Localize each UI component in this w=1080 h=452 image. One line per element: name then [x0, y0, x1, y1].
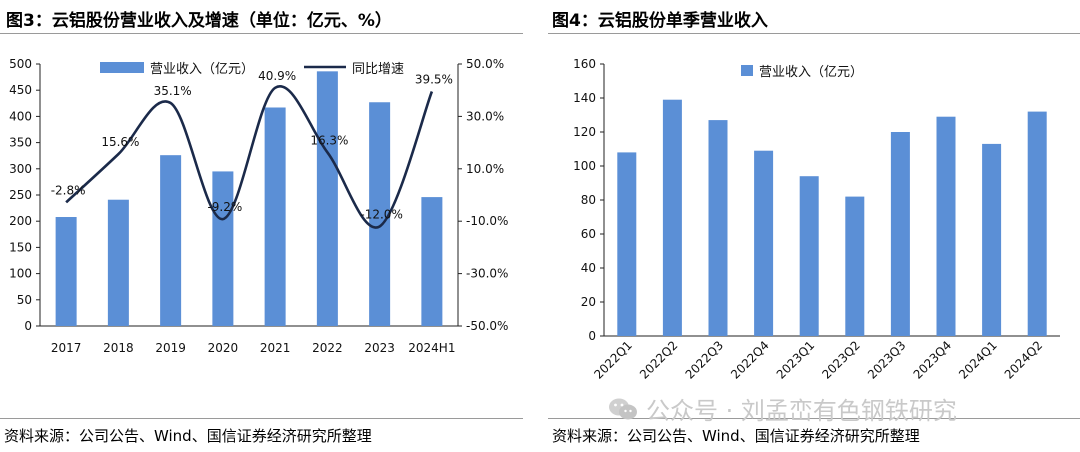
growth-data-label: 16.3%	[310, 133, 348, 147]
right-chart-title: 图4：云铝股份单季营业收入	[552, 11, 768, 31]
quarter-revenue-bar	[799, 176, 819, 336]
revenue-bar	[369, 102, 391, 326]
growth-data-label: -2.8%	[51, 183, 86, 197]
y-tick-label: 250	[9, 188, 32, 202]
legend-bar-label: 营业收入（亿元）	[759, 65, 863, 80]
legend-line-label: 同比增速	[352, 62, 404, 77]
x-tick-label: 2023Q4	[911, 338, 955, 382]
growth-data-label: 40.9%	[258, 69, 296, 83]
quarter-revenue-bar	[754, 150, 774, 336]
right-source-note: 资料来源：公司公告、Wind、国信证券经济研究所整理	[552, 427, 920, 445]
x-tick-label: 2018	[103, 341, 134, 355]
x-tick-label: 2022Q2	[637, 338, 681, 382]
quarter-revenue-bar	[890, 132, 910, 336]
growth-data-label: -12.0%	[360, 207, 402, 221]
quarter-revenue-bar	[982, 143, 1002, 336]
left-source-divider	[0, 418, 523, 419]
y2-tick-label: -30.0%	[466, 267, 508, 281]
y-tick-label: 350	[9, 136, 32, 150]
revenue-bar	[107, 199, 129, 326]
right-source-divider	[548, 418, 1080, 419]
y2-tick-label: 10.0%	[466, 162, 504, 176]
growth-data-label: 35.1%	[154, 84, 192, 98]
x-tick-label: 2024Q1	[956, 338, 1000, 382]
y-tick-label: 100	[9, 267, 32, 281]
growth-data-label: 39.5%	[415, 73, 453, 87]
quarter-revenue-bar	[662, 99, 682, 336]
watermark-text: 公众号 · 刘孟峦有色钢铁研究	[646, 397, 957, 425]
x-tick-label: 2023Q2	[819, 338, 863, 382]
legend-bar-swatch	[741, 65, 753, 76]
legend-bar-label: 营业收入（亿元）	[150, 62, 254, 77]
y-tick-label: 300	[9, 162, 32, 176]
y-tick-label: 50	[17, 293, 32, 307]
revenue-bar	[55, 217, 77, 326]
x-tick-label: 2023Q3	[865, 338, 909, 382]
y-tick-label: 160	[573, 57, 596, 71]
quarter-revenue-bar	[936, 116, 956, 336]
y-tick-label: 100	[573, 159, 596, 173]
y-tick-label: 80	[581, 193, 596, 207]
y2-tick-label: -10.0%	[466, 214, 508, 228]
y-tick-label: 0	[24, 319, 32, 333]
left-title-divider	[0, 33, 523, 34]
y-tick-label: 20	[581, 295, 596, 309]
y-tick-label: 0	[588, 329, 596, 343]
x-tick-label: 2023Q1	[774, 338, 818, 382]
x-tick-label: 2024Q2	[1002, 338, 1046, 382]
x-tick-label: 2020	[208, 341, 239, 355]
revenue-bar	[316, 71, 338, 326]
y2-tick-label: -50.0%	[466, 319, 508, 333]
legend-bar-swatch	[100, 62, 144, 73]
y-tick-label: 140	[573, 91, 596, 105]
y-tick-label: 150	[9, 240, 32, 254]
revenue-bar	[212, 171, 234, 326]
quarter-revenue-bar	[708, 120, 728, 336]
y-tick-label: 40	[581, 261, 596, 275]
y-tick-label: 200	[9, 214, 32, 228]
growth-data-label: 15.6%	[101, 135, 139, 149]
x-tick-label: 2019	[155, 341, 186, 355]
left-source-note: 资料来源：公司公告、Wind、国信证券经济研究所整理	[4, 427, 372, 445]
x-tick-label: 2022Q1	[591, 338, 635, 382]
y-tick-label: 400	[9, 109, 32, 123]
left-chart-title: 图3：云铝股份营业收入及增速（单位：亿元、%）	[6, 11, 392, 31]
right-title-divider	[548, 33, 1080, 34]
revenue-growth-chart: 0 50 100 150 200 250 300 350 400 450 500 -50.0% -30.…	[9, 57, 508, 355]
y2-tick-label: 50.0%	[466, 57, 504, 71]
x-tick-label: 2022	[312, 341, 343, 355]
quarter-revenue-bar	[1027, 111, 1047, 336]
y-tick-label: 500	[9, 57, 32, 71]
y-tick-label: 120	[573, 125, 596, 139]
y-tick-label: 60	[581, 227, 596, 241]
y-tick-label: 450	[9, 83, 32, 97]
growth-line	[65, 85, 434, 229]
wechat-logo-icon	[609, 398, 637, 419]
x-tick-label: 2017	[51, 341, 82, 355]
watermark: 公众号 · 刘孟峦有色钢铁研究	[608, 391, 957, 426]
revenue-bar	[421, 197, 443, 326]
revenue-bar	[160, 155, 182, 326]
growth-data-label: -9.2%	[207, 200, 242, 214]
x-tick-label: 2022Q4	[728, 338, 772, 382]
x-tick-label: 2022Q3	[683, 338, 727, 382]
quarter-revenue-bar	[617, 152, 637, 336]
y2-tick-label: 30.0%	[466, 109, 504, 123]
x-tick-label: 2021	[260, 341, 291, 355]
quarter-revenue-bar	[845, 196, 865, 336]
x-tick-label: 2023	[364, 341, 395, 355]
revenue-bar	[264, 107, 286, 326]
x-tick-label: 2024H1	[408, 341, 455, 355]
